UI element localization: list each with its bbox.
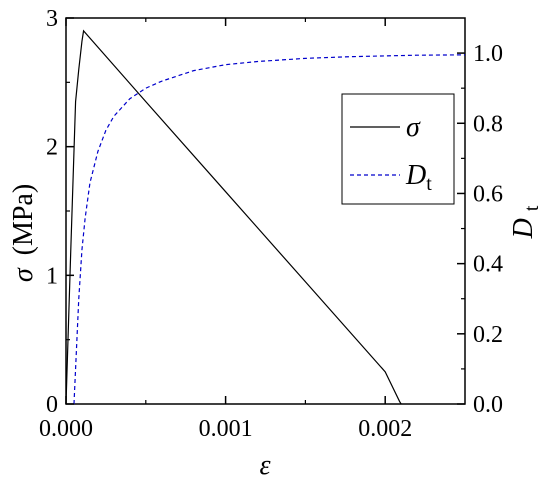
y2-axis-label: D t	[508, 205, 543, 239]
y2-tick-label: 0.4	[473, 252, 503, 278]
y2-tick-label: 1.0	[473, 41, 503, 67]
y-axis-label: σ (MPa)	[8, 184, 39, 282]
y-tick-label: 0	[46, 392, 58, 418]
stress-series-line	[65, 29, 402, 405]
y-axis-unit: (MPa)	[8, 184, 39, 256]
legend-label-stress: σ	[406, 112, 421, 143]
y2-tick-label: 0.2	[473, 322, 503, 348]
y2-tick-label: 0.0	[473, 392, 503, 418]
legend-box	[341, 93, 455, 205]
x-tick-label: 0.001	[199, 416, 253, 442]
legend-label-damage: Dt	[405, 160, 432, 195]
y-tick-label: 2	[46, 135, 58, 161]
x-axis-label: ε	[259, 450, 270, 481]
x-tick-label: 0.002	[358, 416, 412, 442]
y2-axis-subscript: t	[521, 205, 543, 211]
y-axis-symbol: σ	[8, 267, 39, 282]
plot-frame	[65, 17, 466, 405]
damage-series-line	[73, 54, 466, 405]
y2-tick-label: 0.6	[473, 181, 503, 207]
legend: σ Dt	[341, 93, 455, 205]
x-tick-label: 0.000	[39, 416, 93, 442]
y-tick-label: 1	[46, 263, 58, 289]
y2-axis-symbol: D	[508, 218, 539, 239]
y-tick-label: 3	[46, 6, 58, 32]
y2-tick-label: 0.8	[473, 111, 503, 137]
